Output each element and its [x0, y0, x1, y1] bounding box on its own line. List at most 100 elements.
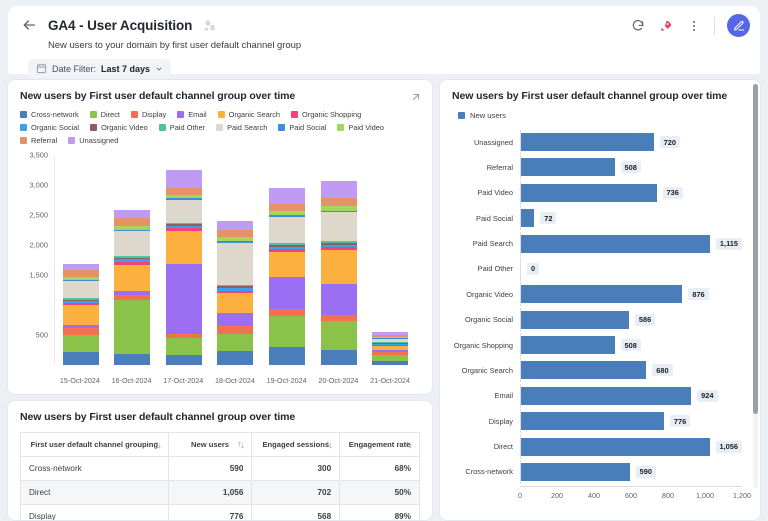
bar-segment[interactable]	[320, 242, 357, 245]
legend-item-organic-search[interactable]: Organic Search	[217, 110, 280, 119]
bar-segment[interactable]	[217, 220, 254, 231]
bar-segment[interactable]	[114, 226, 151, 230]
stacked-bar[interactable]	[62, 263, 99, 365]
bar-segment[interactable]	[62, 299, 99, 302]
bar-segment[interactable]	[217, 290, 254, 294]
bar-segment[interactable]	[62, 270, 99, 277]
bar-segment[interactable]	[62, 279, 99, 282]
bar-segment[interactable]	[114, 231, 151, 257]
legend-item-direct[interactable]: Direct	[89, 110, 120, 119]
bar-segment[interactable]	[217, 313, 254, 327]
hbar-fill[interactable]	[521, 285, 683, 304]
bar-segment[interactable]	[62, 281, 99, 299]
legend-item-referral[interactable]: Referral	[20, 136, 57, 145]
hbar-fill[interactable]	[521, 386, 692, 405]
bar-segment[interactable]	[217, 293, 254, 314]
hbar-row[interactable]: Organic Social 586	[452, 307, 742, 332]
table-col-engagement-rate[interactable]: Engagement rate	[339, 432, 420, 457]
bar-segment[interactable]	[165, 222, 202, 225]
hbar-fill[interactable]	[521, 336, 615, 354]
hbar-fill[interactable]	[521, 234, 710, 253]
bar-segment[interactable]	[114, 229, 151, 232]
hbar-fill[interactable]	[521, 158, 615, 177]
bar-segment[interactable]	[320, 181, 357, 198]
legend-item-unassigned[interactable]: Unassigned	[68, 136, 118, 145]
bar-segment[interactable]	[62, 305, 99, 325]
table-row[interactable]: Direct 1,056 702 50%	[20, 480, 420, 505]
hbar-row[interactable]: Display 776	[452, 409, 742, 434]
bar-segment[interactable]	[372, 342, 409, 344]
bar-segment[interactable]	[320, 315, 357, 322]
bar-segment[interactable]	[269, 315, 306, 347]
bar-segment[interactable]	[372, 355, 409, 361]
more-vertical-icon[interactable]	[686, 18, 702, 34]
bar-segment[interactable]	[269, 309, 306, 316]
bar-segment[interactable]	[372, 360, 409, 365]
bar-segment[interactable]	[269, 246, 306, 249]
vertical-scrollbar[interactable]	[753, 84, 758, 488]
scrollbar-thumb[interactable]	[753, 84, 758, 414]
bar-segment[interactable]	[217, 333, 254, 352]
bar-segment[interactable]	[165, 227, 202, 231]
hbar-fill[interactable]	[521, 412, 664, 431]
stacked-bar[interactable]	[320, 181, 357, 365]
bar-segment[interactable]	[62, 303, 99, 306]
bar-segment[interactable]	[62, 328, 99, 336]
hbar-fill[interactable]	[521, 462, 630, 481]
bar-segment[interactable]	[114, 209, 151, 219]
bar-segment[interactable]	[372, 334, 409, 337]
bar-segment[interactable]	[269, 244, 306, 247]
bar-segment[interactable]	[372, 338, 409, 343]
bar-segment[interactable]	[165, 230, 202, 265]
bar-segment[interactable]	[217, 230, 254, 237]
bar-segment[interactable]	[217, 236, 254, 241]
bar-segment[interactable]	[320, 284, 357, 316]
stacked-bar[interactable]	[269, 188, 306, 365]
bar-segment[interactable]	[269, 210, 306, 215]
bar-segment[interactable]	[165, 264, 202, 334]
hbar-fill[interactable]	[521, 361, 647, 380]
legend-item-organic-shopping[interactable]: Organic Shopping	[291, 110, 361, 119]
sort-arrows-icon[interactable]	[237, 441, 245, 449]
hbar-row[interactable]: Organic Shopping 508	[452, 333, 742, 357]
sort-arrows-icon[interactable]	[154, 441, 162, 449]
bar-segment[interactable]	[372, 344, 409, 346]
bar-segment[interactable]	[165, 169, 202, 188]
stacked-bar[interactable]	[217, 220, 254, 365]
bar-segment[interactable]	[269, 251, 306, 277]
hbar-row[interactable]: Paid Video 736	[452, 180, 742, 205]
bar-segment[interactable]	[114, 291, 151, 296]
table-row[interactable]: Display 776 568 89%	[20, 504, 420, 520]
bar-segment[interactable]	[372, 336, 409, 339]
bar-segment[interactable]	[269, 216, 306, 243]
hbar-row[interactable]: Unassigned 720	[452, 130, 742, 154]
bar-segment[interactable]	[217, 240, 254, 243]
bar-segment[interactable]	[217, 284, 254, 287]
bar-segment[interactable]	[165, 355, 202, 365]
bar-segment[interactable]	[320, 250, 357, 285]
bar-segment[interactable]	[269, 203, 306, 211]
table-col-group[interactable]: First user default channel grouping	[20, 432, 169, 457]
bar-segment[interactable]	[269, 248, 306, 252]
refresh-icon[interactable]	[630, 18, 646, 34]
bar-segment[interactable]	[114, 218, 151, 227]
bar-segment[interactable]	[372, 345, 409, 350]
bar-segment[interactable]	[165, 199, 202, 223]
bar-segment[interactable]	[372, 352, 409, 356]
bar-segment[interactable]	[114, 299, 151, 354]
bar-segment[interactable]	[165, 333, 202, 339]
bar-segment[interactable]	[165, 187, 202, 195]
bar-segment[interactable]	[114, 256, 151, 258]
bar-segment[interactable]	[165, 224, 202, 226]
bar-segment[interactable]	[114, 295, 151, 300]
bar-segment[interactable]	[217, 286, 254, 288]
legend-item-organic-video[interactable]: Organic Video	[90, 123, 148, 132]
sort-arrows-icon[interactable]	[325, 441, 333, 449]
bar-segment[interactable]	[372, 332, 409, 335]
hbar-row[interactable]: Direct 1,056	[452, 434, 742, 459]
bar-segment[interactable]	[320, 212, 357, 242]
legend-item-display[interactable]: Display	[130, 110, 166, 119]
bar-segment[interactable]	[320, 197, 357, 207]
bar-segment[interactable]	[372, 338, 409, 339]
bar-segment[interactable]	[372, 343, 409, 345]
